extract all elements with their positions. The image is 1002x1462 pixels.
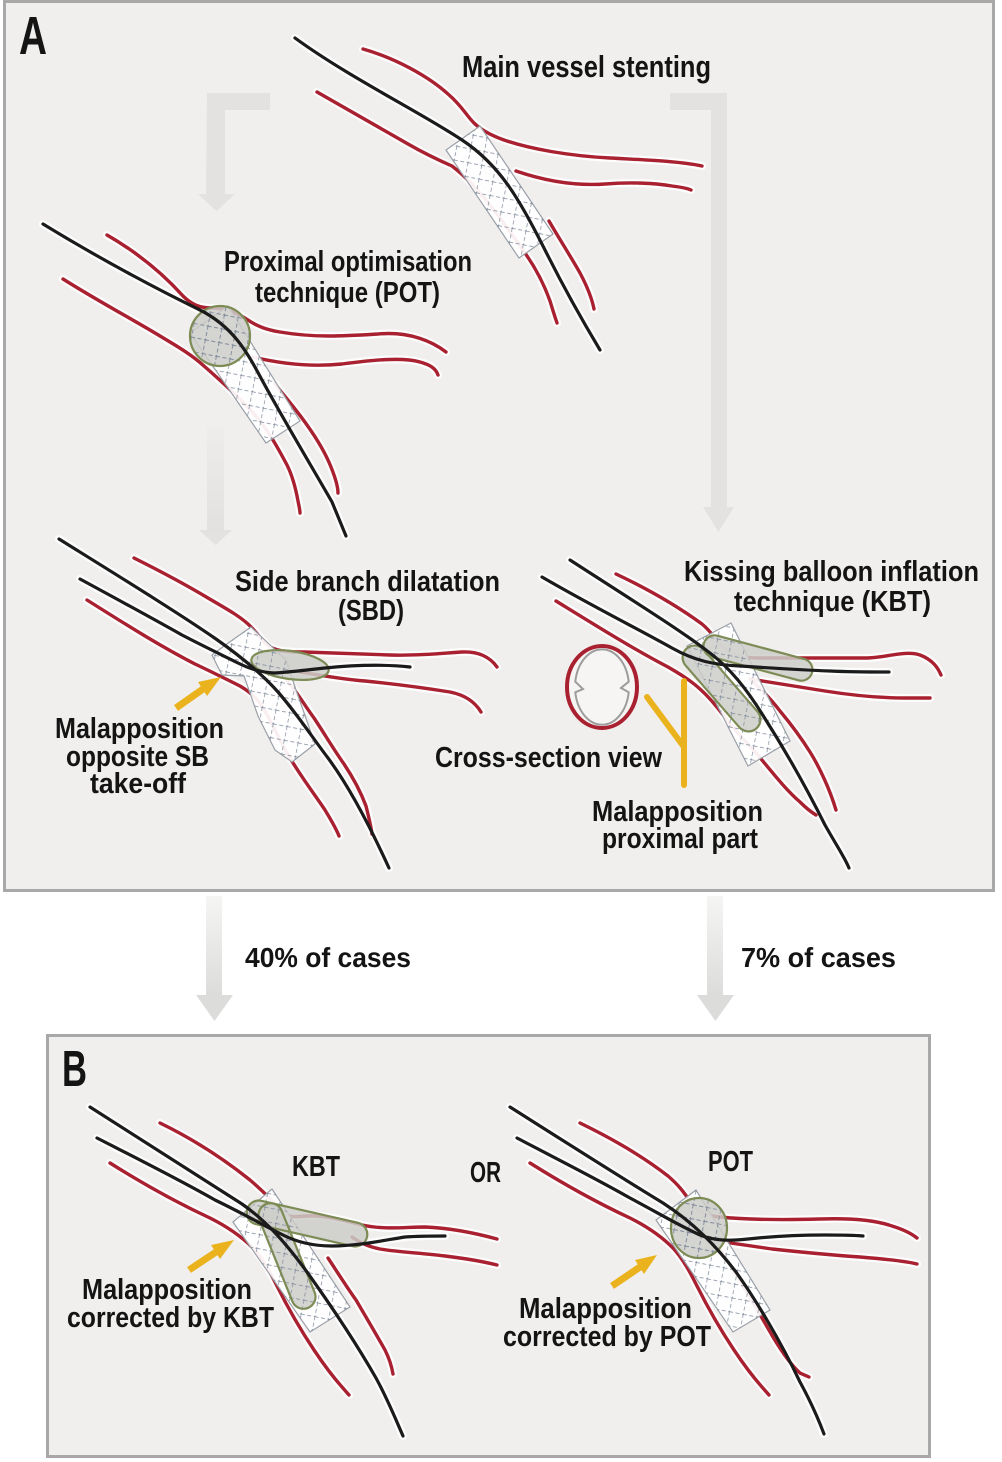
svg-text:Malapposition: Malapposition	[592, 796, 763, 828]
svg-text:Kissing balloon inflation: Kissing balloon inflation	[684, 556, 979, 588]
svg-text:A: A	[19, 6, 47, 66]
svg-text:proximal part: proximal part	[602, 823, 758, 855]
svg-text:B: B	[62, 1040, 87, 1097]
svg-text:Cross-section view: Cross-section view	[435, 742, 662, 774]
svg-text:Proximal optimisation: Proximal optimisation	[224, 246, 472, 278]
svg-text:Side branch dilatation: Side branch dilatation	[235, 566, 500, 598]
svg-text:corrected by KBT: corrected by KBT	[67, 1302, 274, 1334]
svg-text:(SBD): (SBD)	[338, 595, 404, 627]
svg-text:40% of cases: 40% of cases	[245, 942, 411, 973]
svg-text:KBT: KBT	[292, 1151, 340, 1183]
svg-text:Malapposition: Malapposition	[519, 1293, 692, 1325]
svg-text:OR: OR	[470, 1157, 501, 1189]
svg-text:Main vessel stenting: Main vessel stenting	[462, 49, 711, 84]
svg-text:7% of cases: 7% of cases	[741, 942, 896, 973]
svg-text:Malapposition: Malapposition	[55, 713, 224, 745]
svg-text:POT: POT	[708, 1146, 753, 1178]
svg-text:corrected by POT: corrected by POT	[503, 1321, 711, 1353]
svg-text:take-off: take-off	[90, 768, 186, 800]
svg-text:Malapposition: Malapposition	[82, 1274, 252, 1306]
svg-text:opposite SB: opposite SB	[66, 741, 209, 773]
svg-text:technique (KBT): technique (KBT)	[734, 586, 931, 618]
svg-text:technique (POT): technique (POT)	[255, 277, 440, 309]
